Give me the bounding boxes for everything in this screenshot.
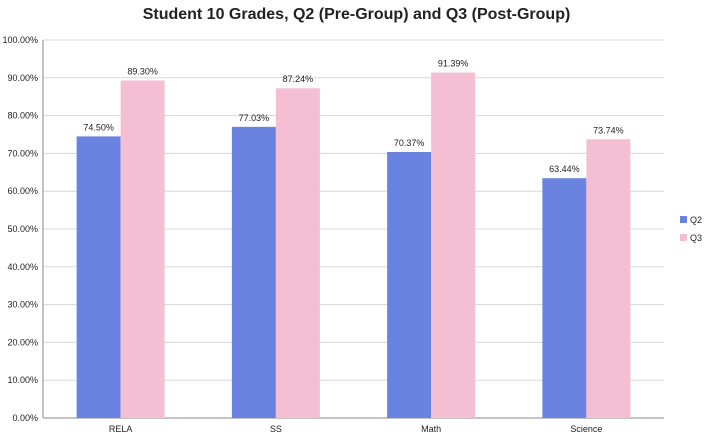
data-label: 73.74% bbox=[593, 125, 624, 135]
y-tick-label: 0.00% bbox=[12, 413, 38, 423]
bar-q3-math bbox=[431, 72, 476, 418]
y-tick-label: 20.00% bbox=[7, 337, 38, 347]
y-tick-label: 70.00% bbox=[7, 148, 38, 158]
legend-swatch-q3 bbox=[680, 234, 687, 241]
x-tick-label: SS bbox=[270, 424, 282, 434]
y-tick-label: 60.00% bbox=[7, 186, 38, 196]
x-tick-label: Math bbox=[421, 424, 441, 434]
legend-label-q2: Q2 bbox=[690, 215, 702, 225]
y-tick-label: 90.00% bbox=[7, 73, 38, 83]
data-label: 63.44% bbox=[549, 164, 580, 174]
y-tick-label: 80.00% bbox=[7, 111, 38, 121]
data-label: 77.03% bbox=[239, 113, 270, 123]
data-label: 87.24% bbox=[283, 74, 314, 84]
legend-label-q3: Q3 bbox=[690, 233, 702, 243]
y-tick-label: 50.00% bbox=[7, 224, 38, 234]
y-tick-label: 40.00% bbox=[7, 262, 38, 272]
data-label: 91.39% bbox=[438, 59, 469, 69]
data-label: 89.30% bbox=[127, 66, 158, 76]
data-label: 70.37% bbox=[394, 138, 425, 148]
bar-q2-science bbox=[542, 178, 587, 418]
x-tick-label: Science bbox=[570, 424, 602, 434]
data-label: 74.50% bbox=[83, 122, 114, 132]
chart-title: Student 10 Grades, Q2 (Pre-Group) and Q3… bbox=[142, 6, 571, 23]
y-tick-label: 100.00% bbox=[2, 35, 38, 45]
bar-q2-ss bbox=[231, 126, 276, 418]
legend-swatch-q2 bbox=[680, 216, 687, 223]
bar-q3-science bbox=[586, 139, 631, 418]
bar-q3-rela bbox=[120, 80, 165, 419]
x-tick-label: RELA bbox=[109, 424, 133, 434]
bar-q2-rela bbox=[76, 136, 121, 418]
bar-q2-math bbox=[387, 152, 432, 418]
y-tick-label: 10.00% bbox=[7, 375, 38, 385]
bar-q3-ss bbox=[275, 88, 320, 419]
y-tick-label: 30.00% bbox=[7, 300, 38, 310]
